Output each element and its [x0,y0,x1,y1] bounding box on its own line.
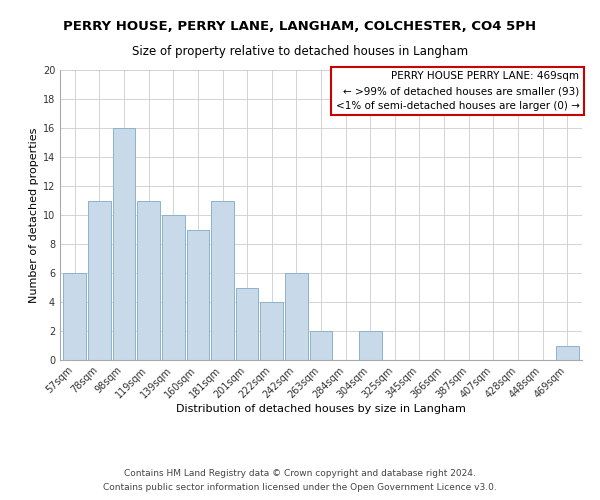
Text: Contains HM Land Registry data © Crown copyright and database right 2024.: Contains HM Land Registry data © Crown c… [124,468,476,477]
Y-axis label: Number of detached properties: Number of detached properties [29,128,38,302]
Bar [64,273,86,360]
Bar [162,215,185,360]
Text: PERRY HOUSE, PERRY LANE, LANGHAM, COLCHESTER, CO4 5PH: PERRY HOUSE, PERRY LANE, LANGHAM, COLCHE… [64,20,536,33]
Bar [88,200,111,360]
Bar [236,288,259,360]
Bar [113,128,136,360]
Text: PERRY HOUSE PERRY LANE: 469sqm
← >99% of detached houses are smaller (93)
<1% of: PERRY HOUSE PERRY LANE: 469sqm ← >99% of… [335,72,580,111]
X-axis label: Distribution of detached houses by size in Langham: Distribution of detached houses by size … [176,404,466,414]
Bar [137,200,160,360]
Bar [359,331,382,360]
Bar [260,302,283,360]
Bar [285,273,308,360]
Text: Contains public sector information licensed under the Open Government Licence v3: Contains public sector information licen… [103,484,497,492]
Text: Size of property relative to detached houses in Langham: Size of property relative to detached ho… [132,45,468,58]
Bar [187,230,209,360]
Bar [211,200,234,360]
Bar [310,331,332,360]
Bar [556,346,578,360]
